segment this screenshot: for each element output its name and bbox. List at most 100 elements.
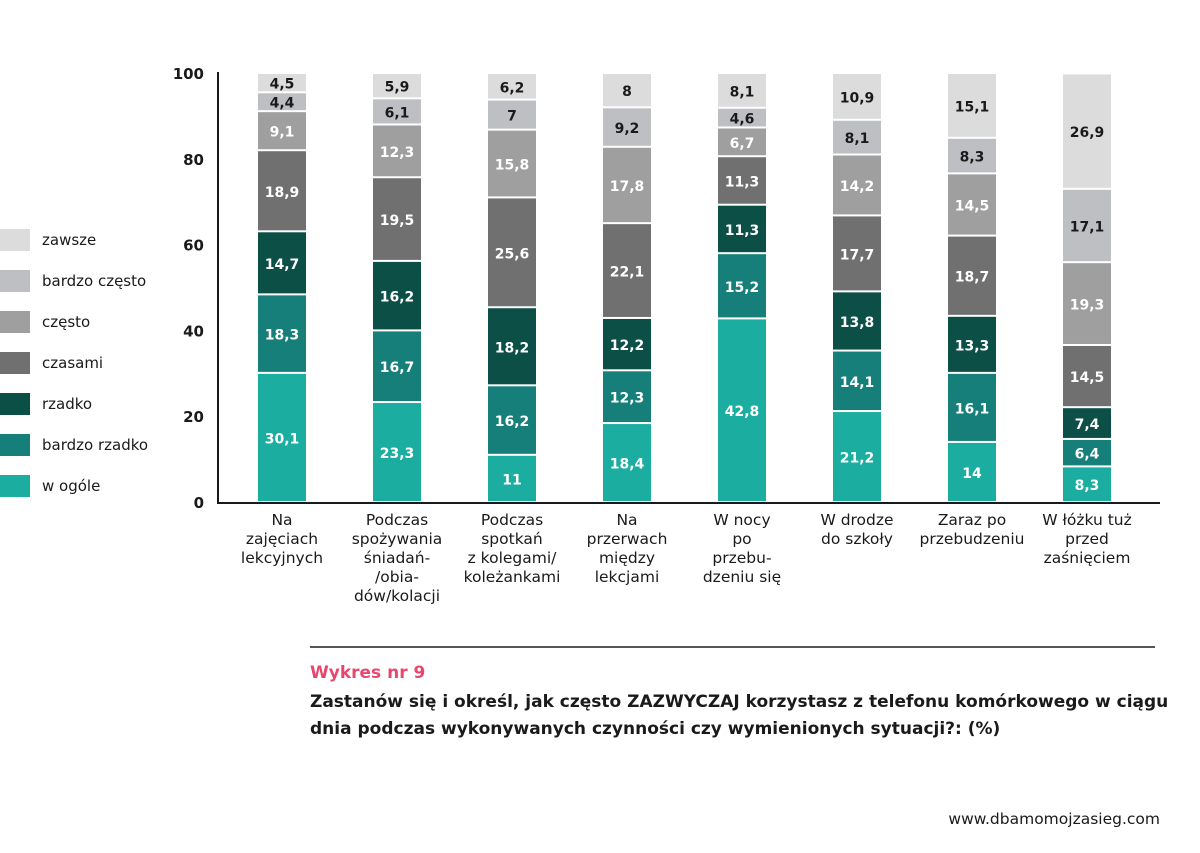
footer-url: www.dbamomojzasieg.com	[948, 810, 1160, 828]
x-category-label-line: W drodze	[820, 511, 894, 529]
bar-segment	[373, 99, 421, 124]
legend-swatch	[0, 270, 30, 292]
bar-value-label: 14,5	[1070, 370, 1105, 386]
bar-value-label: 12,3	[380, 145, 415, 161]
x-category-label-line: W nocy	[713, 511, 771, 529]
x-category-label-line: zaśnięciem	[1043, 549, 1131, 567]
bar-value-label: 26,9	[1070, 125, 1105, 141]
y-tick-label: 100	[173, 65, 204, 83]
figure-number: Wykres nr 9	[310, 663, 426, 683]
bar-value-label: 9,1	[270, 125, 295, 141]
bar-segment	[373, 178, 421, 260]
bar-segment	[603, 371, 651, 423]
legend-label: rzadko	[42, 395, 93, 413]
bar-value-label: 19,5	[380, 213, 415, 229]
legend-swatch	[0, 434, 30, 456]
x-category-label-line: przebu-	[712, 549, 772, 567]
legend-label: zawsze	[42, 231, 97, 249]
bar-segment	[1063, 439, 1111, 466]
x-category-label-line: między	[598, 549, 656, 567]
legend-item: rzadko	[0, 392, 92, 416]
bar-segment	[488, 198, 536, 307]
bar-segment	[603, 74, 651, 107]
legend-item: często	[0, 310, 90, 334]
legend-swatch	[0, 311, 30, 333]
bar-value-label: 18,3	[265, 328, 300, 344]
legend-item: bardzo rzadko	[0, 433, 148, 457]
bar-segment	[833, 292, 881, 350]
bar-segment	[603, 224, 651, 317]
bar-value-label: 17,8	[610, 179, 645, 195]
bar-value-label: 17,1	[1070, 220, 1105, 236]
x-category-label-line: Na	[271, 511, 293, 529]
bar-segment	[948, 316, 996, 372]
x-category-label: Na przerwach między lekcjami	[572, 511, 682, 587]
bar-segment	[488, 100, 536, 129]
bar-segment	[258, 232, 306, 294]
bar-value-label: 15,8	[495, 158, 530, 174]
x-category-label-line: W łóżku tuż	[1042, 511, 1132, 529]
bar-segment	[603, 318, 651, 370]
bar-value-label: 13,3	[955, 338, 990, 354]
bar-value-label: 4,5	[270, 77, 295, 93]
bar-value-label: 4,4	[270, 96, 295, 112]
x-category-label-line: Zaraz po	[937, 511, 1007, 529]
bar-segment	[833, 412, 881, 501]
bar-value-label: 7,4	[1075, 417, 1100, 433]
legend-swatch	[0, 475, 30, 497]
bar-value-label: 14,1	[840, 375, 875, 391]
bar-segment	[718, 74, 766, 107]
legend-item: bardzo często	[0, 269, 146, 293]
bar-value-label: 23,3	[380, 446, 415, 462]
stacked-bar-chart: 0 20 40 60 80 100 30,1 18,3 14,7 18,9 9,1 4,4 4,5 23,…	[173, 65, 1160, 512]
bar-segment	[373, 125, 421, 177]
bar-segment	[488, 74, 536, 99]
legend-label: czasami	[42, 354, 104, 372]
bar-value-label: 16,7	[380, 360, 415, 376]
x-category-label-line: lekcjami	[594, 568, 660, 586]
x-category-label-line: śniadań-	[363, 549, 431, 567]
x-category-label-line: przerwach	[586, 530, 668, 548]
legend-item: czasami	[0, 351, 103, 375]
bar-segment	[258, 74, 306, 92]
legend-item: zawsze	[0, 228, 96, 252]
x-category-label-line: dzeniu się	[702, 568, 782, 586]
bar-value-label: 22,1	[610, 265, 645, 281]
bar-segment	[1063, 263, 1111, 344]
bar-segment	[373, 331, 421, 402]
x-category-label-line: zajęciach	[245, 530, 319, 548]
x-category-label-line: po	[732, 530, 752, 548]
y-tick-label: 80	[183, 151, 204, 169]
y-tick-label: 20	[183, 408, 204, 426]
bar-segment	[258, 373, 306, 501]
bar-segment	[258, 295, 306, 372]
bar-segment	[603, 108, 651, 146]
bar-segment	[948, 373, 996, 441]
x-category-label: Podczas spotkań z kolegami/koleżankami	[457, 511, 567, 587]
bar-segment	[603, 147, 651, 223]
bar-value-label: 14,2	[840, 179, 875, 195]
bar-value-label: 10,9	[840, 90, 875, 106]
x-category-label-line: Podczas	[480, 511, 544, 529]
bar-segment	[833, 216, 881, 291]
bar-value-label: 11,3	[725, 174, 760, 190]
bar-value-label: 7	[507, 109, 517, 125]
bar-value-label: 16,1	[955, 401, 990, 417]
divider-line	[310, 646, 1155, 648]
figure-title: Zastanów się i określ, jak często ZAZWYC…	[310, 692, 1169, 739]
bar-value-label: 18,4	[610, 457, 645, 473]
x-category-label-line: koleżankami	[463, 568, 561, 586]
bar-segment	[1063, 74, 1111, 188]
x-category-label: Zaraz po przebudzeniu	[917, 511, 1027, 549]
x-category-label-line: przed	[1065, 530, 1109, 548]
bar-value-label: 42,8	[725, 404, 760, 420]
bar-value-label: 6,7	[730, 136, 755, 152]
bar-segment	[373, 261, 421, 330]
bar-value-label: 12,2	[610, 338, 645, 354]
bar-value-label: 8,3	[960, 150, 985, 166]
y-tick-label: 40	[183, 322, 204, 340]
bar-value-label: 5,9	[385, 80, 410, 96]
bar-value-label: 16,2	[495, 414, 530, 430]
bar-value-label: 8,1	[845, 131, 870, 147]
bar-value-label: 9,2	[615, 121, 640, 137]
